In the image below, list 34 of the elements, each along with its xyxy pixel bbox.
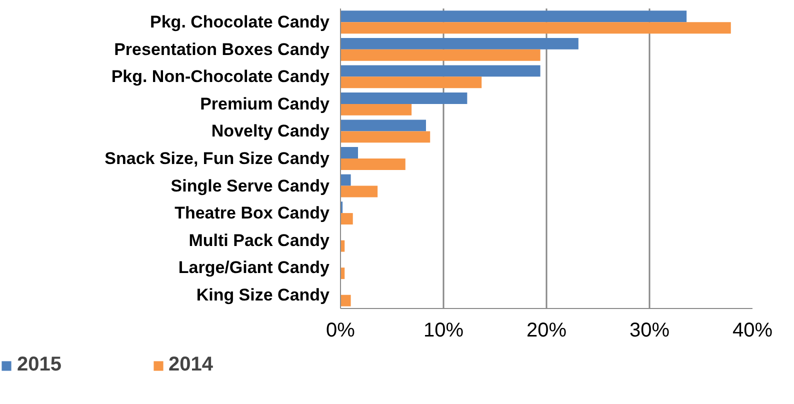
bar <box>340 158 406 170</box>
bar <box>340 294 351 306</box>
y-tick-label: Pkg. Non-Chocolate Candy <box>111 67 330 86</box>
y-tick-label: Presentation Boxes Candy <box>114 40 330 59</box>
legend-label: 2015 <box>17 354 62 376</box>
bar <box>340 76 482 88</box>
bar <box>340 49 540 61</box>
bar <box>340 38 578 50</box>
bar <box>340 174 351 186</box>
y-tick-label: Multi Pack Candy <box>188 230 330 250</box>
x-tick-label: 0% <box>326 320 356 342</box>
bar <box>340 120 426 132</box>
y-tick-label: Novelty Candy <box>211 122 330 141</box>
bar <box>340 92 468 104</box>
y-tick-label: King Size Candy <box>196 285 330 304</box>
bar <box>340 22 731 34</box>
y-tick-label: Snack Size, Fun Size Candy <box>104 149 330 168</box>
y-tick-label: Pkg. Chocolate Candy <box>150 12 330 32</box>
x-tick-label: 30% <box>629 320 670 342</box>
bar <box>340 213 353 224</box>
bar <box>340 10 687 22</box>
y-tick-label: Theatre Box Candy <box>174 204 330 223</box>
y-tick-label: Single Serve Candy <box>170 176 330 196</box>
y-tick-label: Large/Giant Candy <box>178 258 330 278</box>
legend-label: 2014 <box>168 354 213 376</box>
x-tick-label: 10% <box>423 320 464 342</box>
bar <box>340 186 378 198</box>
y-tick-label: Premium Candy <box>200 94 330 114</box>
bar <box>340 65 540 77</box>
x-tick-label: 40% <box>732 320 773 342</box>
x-tick-label: 20% <box>526 320 567 342</box>
bar <box>340 131 430 143</box>
bar <box>340 104 412 116</box>
bar <box>340 147 358 158</box>
